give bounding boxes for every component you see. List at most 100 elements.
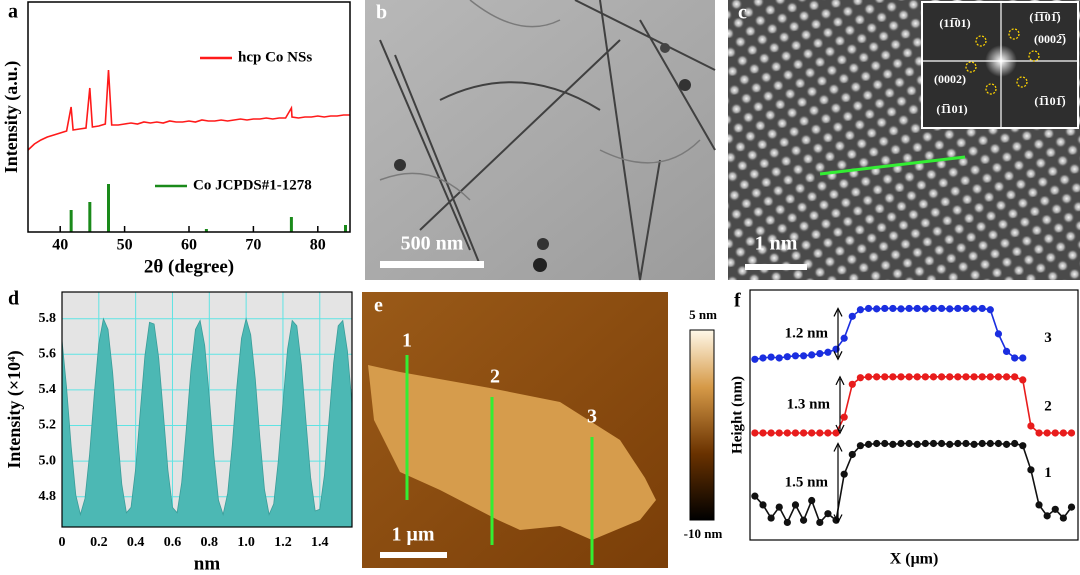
profile-point (970, 373, 978, 381)
profile-point (751, 492, 759, 500)
profile-point (954, 304, 962, 313)
profile-point (978, 439, 986, 448)
intensity-area (61, 317, 353, 528)
profile-point (799, 516, 808, 524)
profile-point (881, 439, 889, 448)
series-label: 2 (1044, 398, 1052, 414)
profile-point (848, 380, 856, 388)
profile-point (759, 429, 767, 437)
profile-point (1011, 373, 1019, 381)
x-tick-label: 60 (181, 237, 197, 254)
profile-point (889, 440, 897, 448)
profile-point (913, 304, 921, 313)
profile-point (1011, 354, 1019, 362)
panel-label: c (738, 2, 747, 24)
x-tick-label: 0.4 (127, 535, 145, 550)
fft-spots (965, 28, 1040, 95)
profile-point (1035, 501, 1043, 509)
profile-point (929, 373, 938, 381)
profile-point (881, 373, 889, 381)
scale-bar-label: 1 μm (392, 524, 435, 546)
profile-point (905, 439, 913, 448)
profile-point (808, 351, 816, 359)
plot-frame (27, 1, 351, 233)
arrow-head (835, 424, 845, 435)
x-tick-label: 0 (59, 535, 66, 550)
profile-point (970, 440, 978, 448)
x-tick-label: 70 (245, 237, 261, 254)
line-label: 2 (490, 366, 500, 388)
profile-point (1043, 512, 1051, 520)
profile-point (873, 373, 881, 381)
profile-point (994, 330, 1003, 338)
profile-point (816, 518, 824, 527)
profile-point (873, 305, 881, 313)
line-label: 1 (402, 330, 412, 352)
profile-point (921, 439, 929, 448)
x-tick-label: 50 (117, 237, 133, 254)
profile-point (905, 373, 913, 381)
profile-point (799, 429, 808, 437)
profile-point (759, 354, 767, 362)
profile-point (767, 514, 775, 522)
nanosheet (368, 365, 656, 540)
fft-label: (1̅1̅01̅) (1029, 10, 1060, 24)
x-tick-label: 0.8 (201, 535, 219, 550)
arrow-head (833, 514, 843, 524)
profile-point (962, 373, 970, 381)
profile-point (791, 352, 800, 360)
profile-point (1002, 440, 1011, 448)
panel-label: e (374, 295, 383, 317)
y-tick-label: 5.2 (39, 418, 57, 433)
profile-point (816, 349, 824, 358)
arrow-head (835, 375, 845, 386)
height-profile (754, 307, 1023, 361)
tem-image: 500 nm (365, 0, 716, 281)
scale-bar (745, 264, 807, 270)
arrow-head (833, 351, 843, 361)
profile-point (873, 439, 881, 448)
profile-point (946, 373, 954, 381)
x-tick-label: 80 (310, 237, 326, 254)
particle (537, 238, 549, 250)
fft-label: (0002) (934, 72, 966, 86)
fft-spot (985, 83, 997, 95)
profile-point (840, 334, 848, 342)
profile-point (864, 304, 873, 313)
profile-point (751, 355, 759, 363)
profile-point (1019, 376, 1027, 384)
profile-point (767, 353, 775, 361)
y-tick-label: 5.8 (39, 311, 57, 326)
profile-point (775, 503, 783, 511)
profile-point (799, 352, 808, 360)
fft-label: (1̅101̅) (1034, 94, 1065, 108)
profile-point (751, 429, 759, 437)
arrow-head (833, 307, 843, 317)
profile-point (808, 429, 816, 437)
colorbar-min: -10 nm (684, 526, 723, 541)
profile-point (946, 440, 954, 448)
y-axis-label: Intensity (a.u.) (1, 61, 22, 174)
profile-point (994, 373, 1003, 381)
profile-point (986, 373, 994, 381)
x-tick-label: 0.2 (90, 535, 108, 550)
particle (679, 79, 691, 91)
fft-spot (1008, 28, 1020, 40)
profile-point (824, 348, 832, 356)
particle (533, 258, 547, 272)
step-label: 1.3 nm (787, 396, 831, 412)
profile-line (819, 155, 966, 176)
profile-point (1019, 442, 1027, 450)
profile-point (962, 304, 970, 313)
fft-label: (1̅101) (936, 102, 967, 116)
profile-point (1059, 514, 1067, 522)
y-tick-label: 5.4 (39, 382, 57, 397)
step-label: 1.2 nm (785, 325, 829, 341)
scale-bar (380, 552, 447, 558)
fft-spot (975, 35, 987, 47)
profile-point (856, 374, 865, 382)
legend-label: hcp Co NSs (238, 49, 312, 65)
y-tick-label: 5.6 (39, 347, 57, 362)
profile-point (897, 305, 905, 313)
